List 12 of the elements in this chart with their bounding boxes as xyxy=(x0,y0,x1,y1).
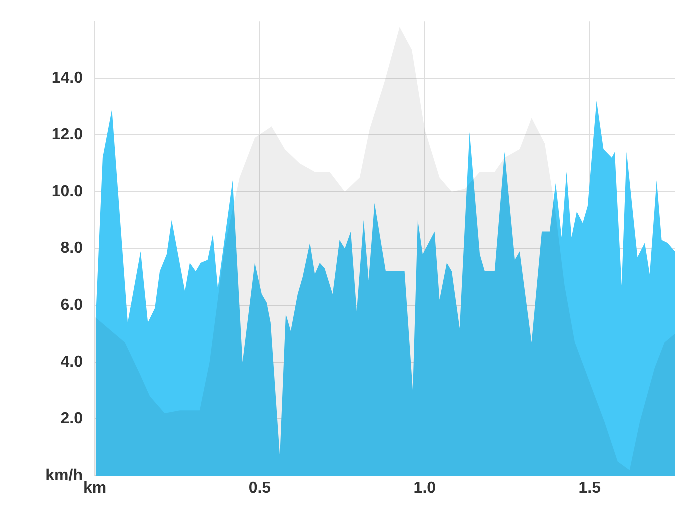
y-tick-label: 6.0 xyxy=(60,297,84,314)
y-tick-label: km/h xyxy=(46,467,83,484)
x-tick-label: km xyxy=(83,480,107,498)
x-tick-label: 1.5 xyxy=(578,480,602,498)
x-tick-label: 0.5 xyxy=(248,480,272,498)
y-tick-label: 12.0 xyxy=(52,126,84,144)
y-tick-label: 8.0 xyxy=(60,240,84,258)
y-tick-label: 4.0 xyxy=(60,354,84,371)
y-tick-label: 10.0 xyxy=(52,183,84,200)
y-tick-label: 14.0 xyxy=(52,70,84,87)
y-tick-label: 2.0 xyxy=(60,410,84,428)
x-tick-label: 1.0 xyxy=(414,480,436,498)
